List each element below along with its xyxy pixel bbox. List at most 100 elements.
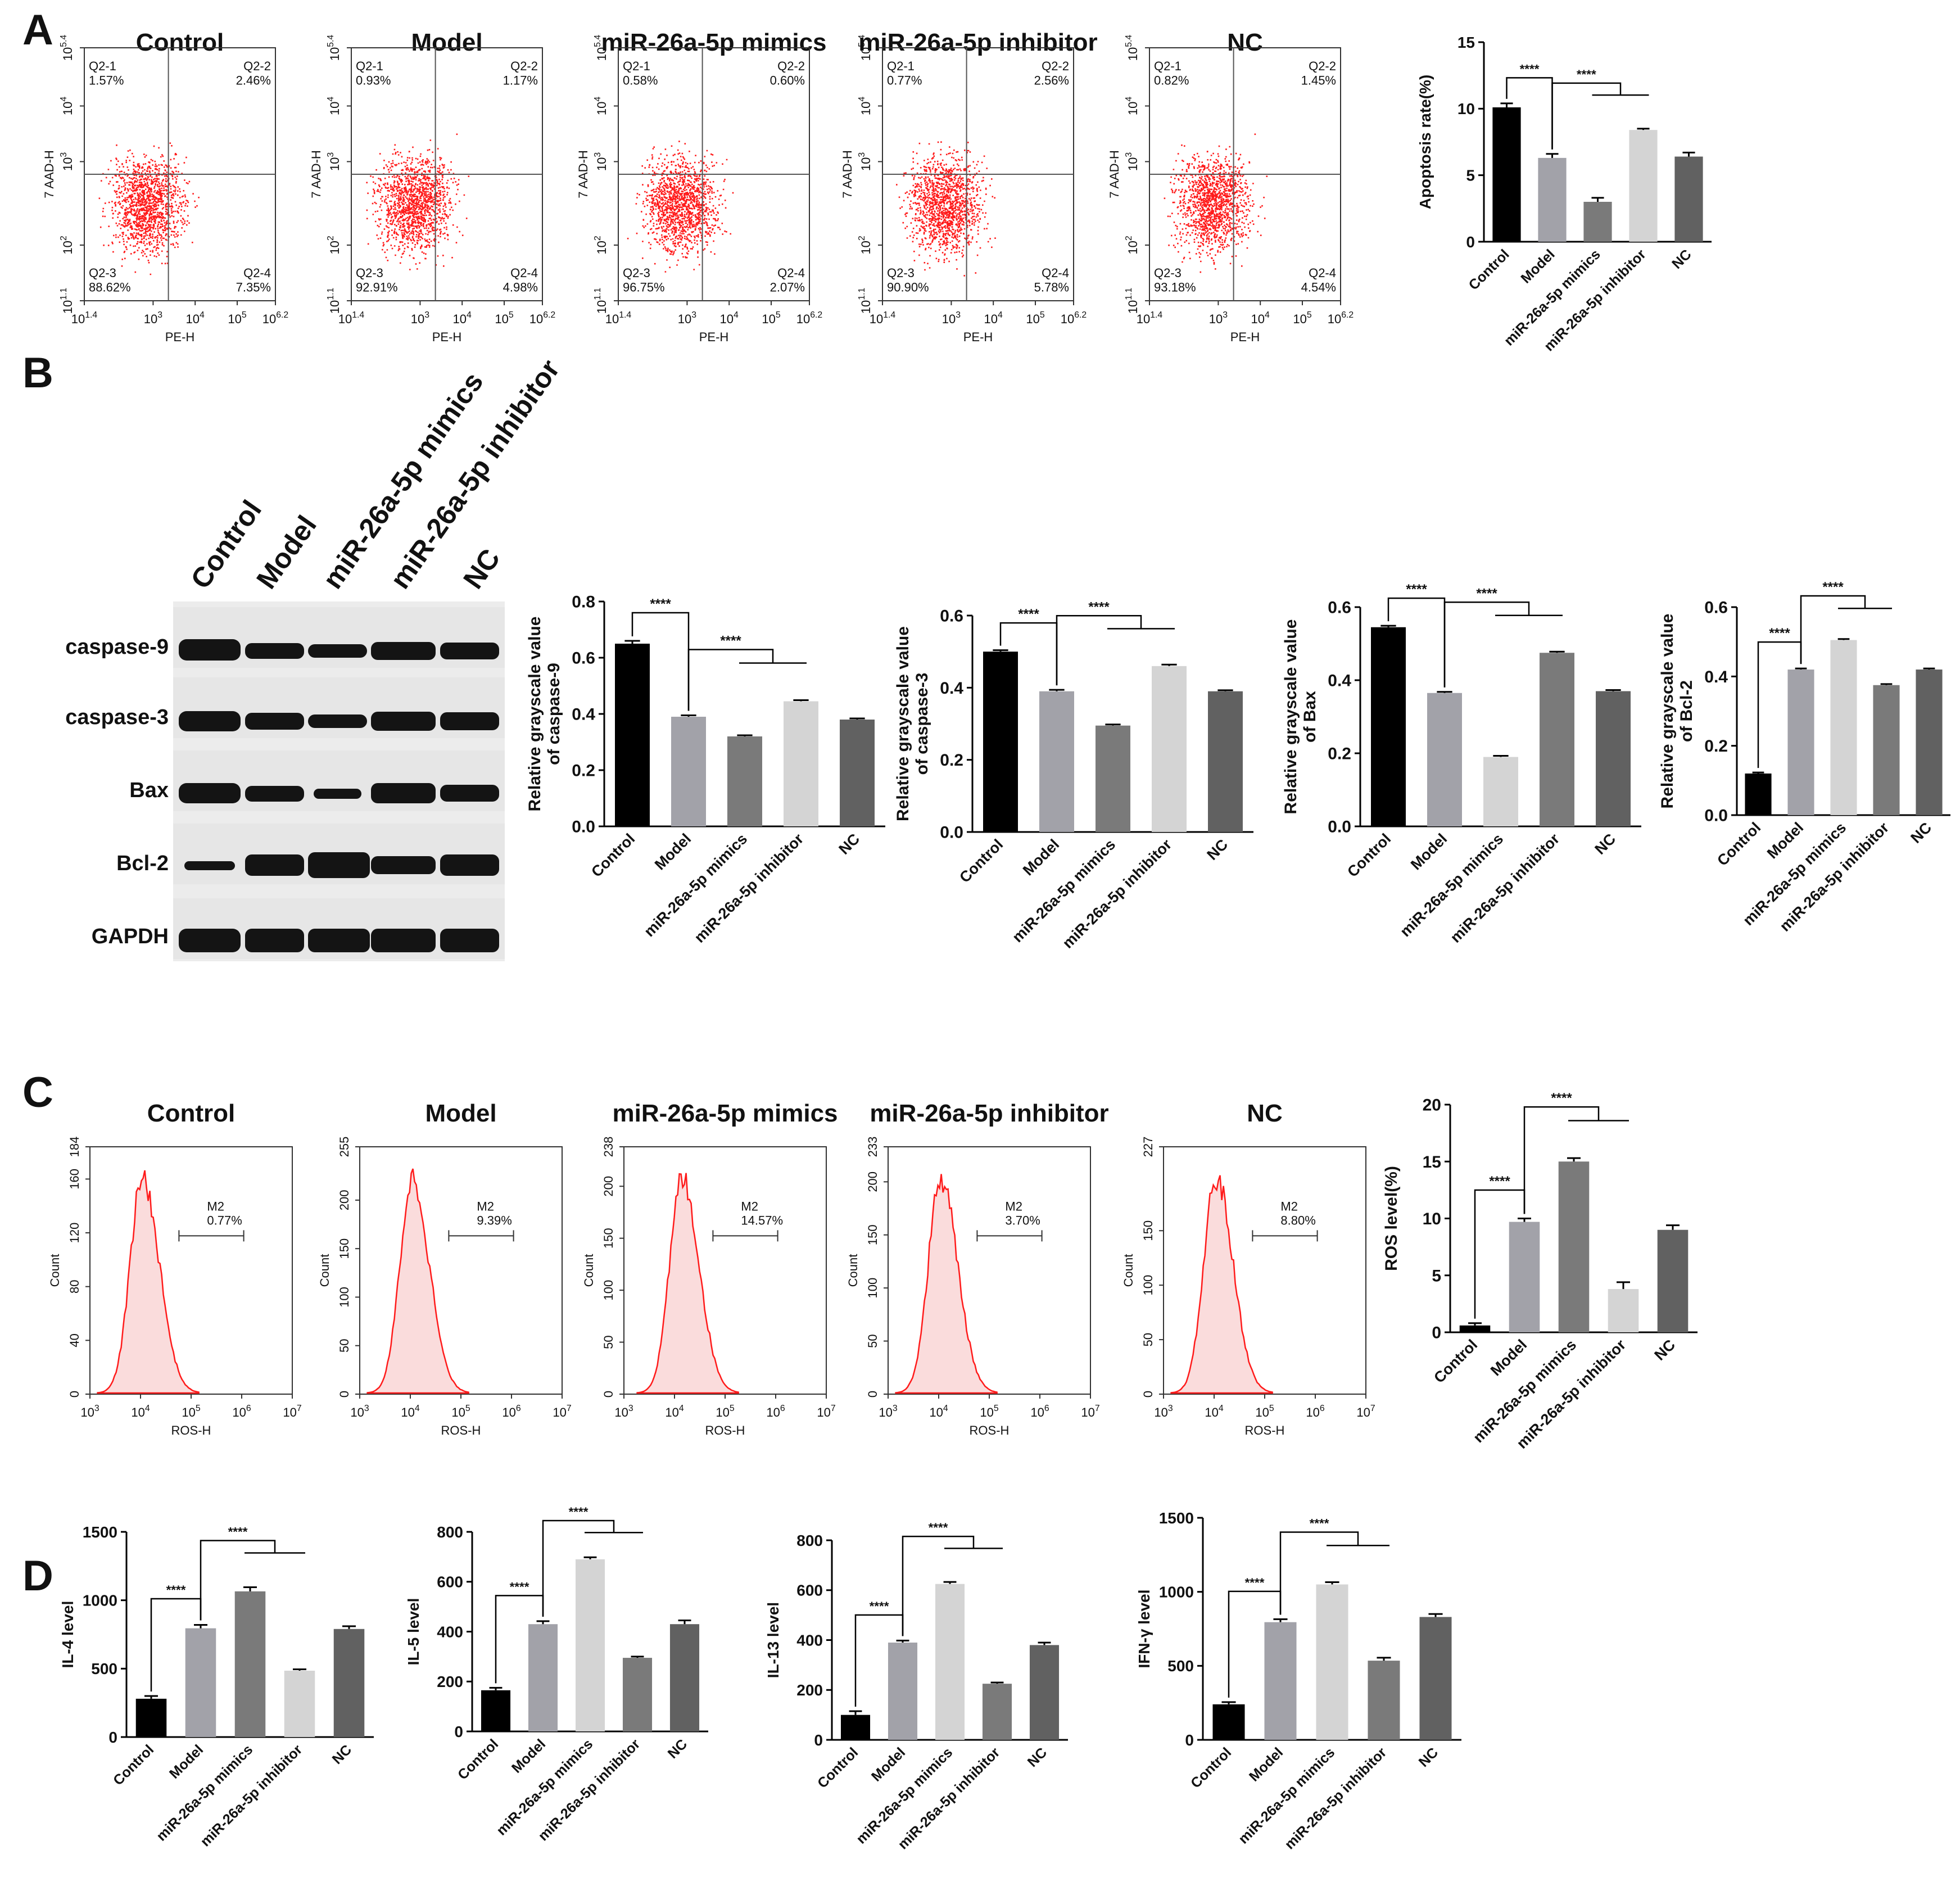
blot-band xyxy=(245,643,304,659)
blot-band xyxy=(440,643,499,659)
x-tick-label: Model xyxy=(1246,1744,1286,1784)
x-tick-label: 105 xyxy=(182,1404,200,1419)
y-tick-label: 200 xyxy=(866,1172,880,1192)
y-tick-label: 0.6 xyxy=(1704,599,1728,617)
x-tick-label: miR-26a-5p mimics xyxy=(1009,836,1119,946)
bar xyxy=(1368,1661,1400,1740)
blot-band xyxy=(245,713,304,730)
x-tick-label: 103 xyxy=(144,310,162,326)
x-tick-label: 103 xyxy=(678,310,696,326)
y-tick-label: 104 xyxy=(59,97,75,115)
y-tick-label: 1500 xyxy=(1159,1509,1194,1527)
scatter-dots xyxy=(896,141,996,277)
blot-row-label: caspase-9 xyxy=(65,635,169,659)
y-tick-label: 0 xyxy=(67,1391,82,1398)
significance-label: **** xyxy=(1088,599,1110,614)
y-tick-label: 0 xyxy=(1466,233,1475,251)
significance-label: **** xyxy=(720,634,741,649)
significance-label: **** xyxy=(1577,67,1596,82)
quadrant-label: Q2-2 xyxy=(777,59,805,73)
x-tick-label: 106 xyxy=(766,1404,785,1419)
y-axis-label: Relative grayscale value xyxy=(894,626,912,821)
quadrant-label: 0.60% xyxy=(770,73,805,87)
blot-band xyxy=(371,783,436,803)
x-tick-label: 103 xyxy=(350,1404,369,1419)
x-axis-label: ROS-H xyxy=(970,1423,1010,1437)
quadrant-label: 2.56% xyxy=(1034,73,1069,87)
bar-chart-caspase9: 0.0 0.2 0.4 0.6 0.8 Relative grayscale value o… xyxy=(526,593,885,946)
y-axis-label: IL-13 level xyxy=(764,1602,782,1678)
blot-row-label: Bax xyxy=(129,779,169,802)
x-tick-label: Control xyxy=(1188,1744,1234,1791)
y-tick-label: 0 xyxy=(1141,1391,1155,1398)
gate-label: 9.39% xyxy=(477,1214,511,1228)
bar xyxy=(1316,1584,1348,1740)
blot-band xyxy=(440,785,499,802)
significance-bracket xyxy=(902,1535,975,1636)
x-tick-label: Control xyxy=(588,830,638,880)
x-tick-label: 105 xyxy=(762,310,780,326)
y-tick-label: 101.1 xyxy=(857,288,873,314)
significance-bracket xyxy=(687,649,774,711)
dot-plot-3: miR-26a-5p inhibitor Q2-10.77% Q2-22.56% Q2… xyxy=(840,29,1098,344)
bar xyxy=(840,1715,871,1740)
y-tick-label: 200 xyxy=(337,1190,351,1211)
x-tick-label: 105 xyxy=(1293,310,1311,326)
y-axis-label: ROS level(%) xyxy=(1382,1166,1401,1271)
panel-label-a: A xyxy=(22,6,53,54)
x-tick-label: NC xyxy=(1669,246,1695,272)
quadrant-label: 96.75% xyxy=(623,280,665,294)
x-tick-label: 106.2 xyxy=(1061,310,1087,326)
panel-label-d: D xyxy=(22,1552,53,1600)
significance-bracket xyxy=(1523,1106,1600,1214)
bar xyxy=(1830,640,1857,815)
dot-plot-1: Model Q2-10.93% Q2-21.17% Q2-392.91% Q2-44.9… xyxy=(309,29,555,344)
significance-label: **** xyxy=(1769,626,1790,641)
quadrant-label: Q2-3 xyxy=(623,266,650,280)
bar xyxy=(1657,1229,1689,1332)
x-tick-label: NC xyxy=(1416,1744,1442,1770)
x-axis-label: PE-H xyxy=(165,330,195,344)
y-tick-label: 800 xyxy=(796,1532,823,1549)
x-tick-label: 101.4 xyxy=(1137,310,1163,326)
significance-bracket xyxy=(1443,601,1530,688)
y-tick-label: 100 xyxy=(601,1280,615,1301)
x-tick-label: 107 xyxy=(283,1404,301,1419)
quadrant-label: Q2-2 xyxy=(510,59,538,73)
plot-title: Model xyxy=(411,29,482,56)
x-tick-label: 104 xyxy=(401,1404,419,1419)
y-tick-label: 101.1 xyxy=(59,288,75,314)
y-tick-label: 1500 xyxy=(83,1523,117,1541)
x-tick-label: Control xyxy=(1714,819,1764,869)
x-tick-label: 107 xyxy=(1081,1404,1099,1419)
bar xyxy=(935,1584,965,1740)
y-tick-label: 0.2 xyxy=(940,751,963,770)
x-tick-label: 105 xyxy=(1026,310,1044,326)
blot-band xyxy=(245,929,304,952)
bar xyxy=(622,1658,653,1731)
significance-label: **** xyxy=(1018,607,1039,622)
plot-title: NC xyxy=(1247,1100,1283,1127)
quadrant-label: 1.57% xyxy=(89,73,124,87)
y-tick-label: 150 xyxy=(866,1224,880,1245)
y-tick-label: 0 xyxy=(337,1391,351,1398)
bar xyxy=(1264,1622,1297,1740)
y-tick-label: 227 xyxy=(1141,1137,1155,1157)
gate-label: 8.80% xyxy=(1280,1214,1315,1228)
x-tick-label: Control xyxy=(814,1744,861,1791)
x-tick-label: 105 xyxy=(495,310,513,326)
histogram-0: Control M20.77% 103 104 105 106 107 0 40 80 120 160… xyxy=(48,1100,302,1437)
y-axis-label: 7 AAD-H xyxy=(42,150,56,198)
bar xyxy=(671,717,706,826)
bar xyxy=(1208,691,1243,832)
y-tick-label: 0.8 xyxy=(572,593,595,612)
y-tick-label: 101.1 xyxy=(593,288,609,314)
quadrant-label: 93.18% xyxy=(1154,280,1196,294)
x-tick-label: Model xyxy=(1020,836,1062,879)
y-tick-label: 102 xyxy=(857,236,873,254)
y-tick-label: 0 xyxy=(1432,1324,1441,1342)
x-axis-label: ROS-H xyxy=(171,1423,211,1437)
bar xyxy=(1492,107,1521,242)
y-tick-label: 50 xyxy=(337,1338,351,1352)
